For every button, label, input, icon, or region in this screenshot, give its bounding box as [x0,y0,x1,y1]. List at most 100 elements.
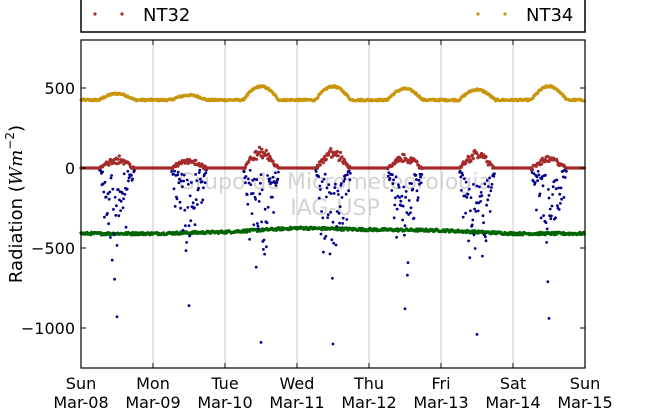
nt32-point [257,145,262,149]
blue-series-point [259,173,263,177]
blue-series-point [390,189,394,192]
blue-series-point [173,205,177,208]
blue-series-point [119,199,123,203]
blue-series-point [317,196,321,200]
blue-series-point [325,195,328,199]
blue-series-point [317,175,320,179]
blue-series-point [554,187,558,191]
blue-series-point [131,177,135,181]
blue-series-point [175,197,179,201]
blue-series-point [318,184,322,188]
nt32-point [340,155,344,159]
x-tick-label-day: Wed [280,374,315,393]
blue-series-point [471,218,475,222]
nt32-point [484,155,488,159]
blue-series-point [109,176,113,180]
blue-series-point [554,216,557,220]
blue-series-point [252,223,256,227]
nt32-point [539,162,544,166]
blue-series-point [244,181,247,185]
blue-series-point [342,179,346,183]
blue-series-point [394,196,397,200]
blue-series-point [103,215,106,219]
nt32-point [260,147,264,151]
blue-series-point [106,192,110,196]
blue-series-point [401,218,404,222]
blue-series-point [110,258,114,262]
blue-series-point [116,188,120,191]
watermark-line-1: Grupo de Micrometeorologia [178,170,492,195]
blue-series-point [539,216,543,220]
x-tick-label-day: Thu [353,374,384,393]
x-tick-label-day: Sun [570,374,600,393]
plot-area [81,40,585,368]
blue-series-point [113,277,116,281]
blue-series-point [487,194,491,197]
y-tick-label: 0 [65,159,75,178]
blue-series-point [172,172,175,176]
blue-series-point [341,216,345,220]
nt32-point [475,152,479,156]
blue-series-point [104,195,108,199]
blue-series-point [262,238,266,242]
blue-series-point [198,168,202,172]
nt32-point [471,156,475,161]
blue-series-point [262,248,265,251]
blue-series-point [117,214,121,218]
blue-series-point [180,172,184,176]
blue-series-point [255,178,259,182]
blue-series-point [249,183,253,187]
blue-series-point [274,184,278,187]
blue-series-point [397,183,400,187]
blue-series-point [402,185,406,189]
blue-series-point [401,204,405,208]
blue-series-point [479,200,482,203]
blue-series-point [115,315,119,319]
blue-series-point [489,189,493,193]
blue-series-point [256,224,260,228]
blue-series-point [176,173,180,177]
blue-series-point [190,181,193,184]
blue-series-point [184,249,188,253]
y-tick-label: −1000 [21,319,75,338]
blue-series-point [406,261,410,264]
blue-series-point [461,215,465,219]
nt32-point [264,148,268,153]
blue-series-point [555,178,559,182]
blue-series-point [545,241,548,244]
blue-series-point [242,170,246,174]
nt32-point [176,163,181,167]
watermark: Grupo de Micrometeorologia IAG-USP [178,170,492,221]
blue-series-point [542,214,545,218]
blue-series-point [560,197,563,201]
blue-series-point [181,228,185,232]
blue-series-point [248,237,252,241]
blue-series-point [349,171,352,175]
blue-series-point [268,177,272,181]
blue-series-point [488,210,492,213]
blue-series-point [480,194,484,198]
nt32-point [547,159,551,164]
x-tick-label-day: Fri [431,374,450,393]
x-tick-label-day: Sun [66,374,96,393]
blue-series-point [409,206,413,210]
blue-series-point [400,194,404,198]
blue-series-point [197,186,201,190]
blue-series-point [189,219,193,223]
blue-series-point [253,195,257,199]
nt32-point [530,168,535,172]
nt32-point [266,152,271,156]
blue-series-point [259,181,262,185]
legend-box [80,0,586,33]
blue-series-point [466,192,470,196]
blue-series-point [460,189,463,192]
x-tick-label-date: Mar-14 [485,393,540,409]
blue-series-point [386,174,390,178]
nt32-point [416,163,421,167]
nt32-point [390,164,394,168]
blue-series-point [392,178,395,182]
legend-marker-nt34 [476,12,480,16]
blue-series-point [125,187,129,191]
blue-series-point [403,224,407,228]
blue-series-point [256,222,259,225]
